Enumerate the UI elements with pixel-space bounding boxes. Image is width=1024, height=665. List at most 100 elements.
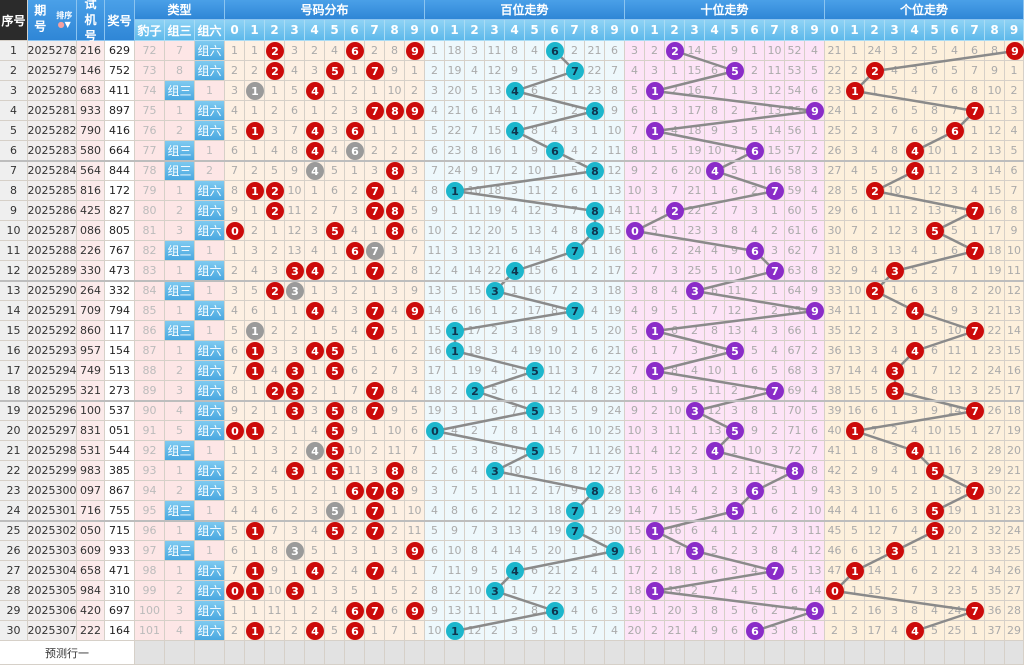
shi-hit-ball: 1: [646, 582, 664, 600]
ge-miss-count: 4: [905, 81, 925, 101]
footer-predict-row[interactable]: 预测行一: [0, 641, 135, 665]
footer-predict-cell[interactable]: [465, 641, 485, 665]
dist-hit-ball: 6: [346, 142, 364, 160]
ge-miss-count: 9: [985, 61, 1005, 81]
row-prize-number: 827: [105, 201, 135, 221]
footer-predict-cell[interactable]: [225, 641, 245, 665]
dist-miss-count: 10: [285, 181, 305, 201]
dist-miss-count: 1: [245, 201, 265, 221]
footer-predict-cell[interactable]: [665, 641, 685, 665]
footer-predict-cell[interactable]: [135, 641, 165, 665]
footer-predict-cell[interactable]: [925, 641, 945, 665]
ge-miss-count: 6: [905, 281, 925, 301]
ge-miss-count: 18: [985, 241, 1005, 261]
shi-miss-count: 1: [645, 141, 665, 161]
ge-miss-count: 5: [865, 161, 885, 181]
shi-miss-count: 10: [705, 141, 725, 161]
header-ge-digit-5: 5: [925, 20, 945, 41]
dist-miss-count: 1: [245, 441, 265, 461]
footer-predict-cell[interactable]: [385, 641, 405, 665]
bai-miss-count: 9: [465, 561, 485, 581]
bai-miss-count: 15: [545, 441, 565, 461]
ge-miss-count: 2: [885, 421, 905, 441]
ge-miss-count: 25: [945, 621, 965, 641]
dist-miss-count: 1: [385, 501, 405, 521]
shi-miss-count: 4: [805, 381, 825, 401]
footer-predict-cell[interactable]: [425, 641, 445, 665]
footer-predict-cell[interactable]: [985, 641, 1005, 665]
dist-hit-ball: 6: [346, 622, 364, 640]
shi-miss-count: 6: [725, 181, 745, 201]
sort-button[interactable]: 排序 ●▼: [56, 11, 73, 29]
dist-miss-count: 3: [345, 301, 365, 321]
footer-predict-cell[interactable]: [745, 641, 765, 665]
header-issue[interactable]: 期号 排序 ●▼: [28, 0, 77, 41]
footer-predict-cell[interactable]: [705, 641, 725, 665]
ge-miss-count: 10: [1005, 241, 1024, 261]
footer-predict-cell[interactable]: [565, 641, 585, 665]
footer-predict-cell[interactable]: [905, 641, 925, 665]
footer-predict-cell[interactable]: [505, 641, 525, 665]
dist-hit-ball: 7: [366, 602, 384, 620]
bai-miss-count: 30: [605, 521, 625, 541]
footer-predict-cell[interactable]: [885, 641, 905, 665]
ge-miss-count: 5: [845, 181, 865, 201]
ge-hit-ball: 4: [906, 342, 924, 360]
ge-miss-count: 1: [965, 341, 985, 361]
footer-predict-cell[interactable]: [725, 641, 745, 665]
shi-miss-count: 8: [765, 541, 785, 561]
footer-predict-cell[interactable]: [605, 641, 625, 665]
footer-predict-cell[interactable]: [165, 641, 195, 665]
bai-miss-count: 8: [445, 501, 465, 521]
dist-miss-count: 5: [225, 321, 245, 341]
footer-predict-cell[interactable]: [645, 641, 665, 665]
footer-predict-cell[interactable]: [285, 641, 305, 665]
dist-miss-count: 4: [385, 301, 405, 321]
ge-miss-count: 29: [985, 461, 1005, 481]
footer-predict-cell[interactable]: [325, 641, 345, 665]
footer-predict-cell[interactable]: [305, 641, 325, 665]
row-issue: 2025282: [28, 121, 77, 141]
footer-predict-cell[interactable]: [405, 641, 425, 665]
shi-hit-ball: 2: [666, 42, 684, 60]
footer-predict-cell[interactable]: [525, 641, 545, 665]
footer-predict-cell[interactable]: [545, 641, 565, 665]
ge-miss-count: 6: [905, 561, 925, 581]
footer-predict-cell[interactable]: [805, 641, 825, 665]
shi-miss-count: 3: [745, 541, 765, 561]
footer-predict-cell[interactable]: [765, 641, 785, 665]
footer-predict-cell[interactable]: [265, 641, 285, 665]
footer-predict-cell[interactable]: [965, 641, 985, 665]
footer-predict-cell[interactable]: [445, 641, 465, 665]
row-zusan: 组三: [165, 501, 195, 521]
shi-miss-count: 6: [725, 621, 745, 641]
row-seq: 22: [0, 461, 28, 481]
ge-miss-count: 4: [945, 41, 965, 61]
footer-predict-cell[interactable]: [585, 641, 605, 665]
footer-predict-cell[interactable]: [785, 641, 805, 665]
shi-miss-count: 1: [745, 261, 765, 281]
shi-miss-count: 60: [785, 201, 805, 221]
footer-predict-cell[interactable]: [245, 641, 265, 665]
shi-miss-count: 10: [625, 181, 645, 201]
footer-predict-cell[interactable]: [945, 641, 965, 665]
ge-miss-count: 11: [945, 341, 965, 361]
header-ge-digit-6: 6: [945, 20, 965, 41]
bai-miss-count: 7: [605, 61, 625, 81]
dist-miss-count: 3: [305, 61, 325, 81]
shi-miss-count: 6: [645, 481, 665, 501]
footer-predict-cell[interactable]: [685, 641, 705, 665]
footer-predict-cell[interactable]: [825, 641, 845, 665]
footer-predict-cell[interactable]: [345, 641, 365, 665]
ge-miss-count: 6: [885, 101, 905, 121]
footer-predict-cell[interactable]: [365, 641, 385, 665]
footer-predict-cell[interactable]: [845, 641, 865, 665]
shi-miss-count: 9: [645, 301, 665, 321]
footer-predict-cell[interactable]: [485, 641, 505, 665]
shi-miss-count: 5: [665, 301, 685, 321]
shi-miss-count: 5: [765, 481, 785, 501]
footer-predict-cell[interactable]: [625, 641, 645, 665]
footer-predict-cell[interactable]: [195, 641, 225, 665]
footer-predict-cell[interactable]: [1005, 641, 1024, 665]
footer-predict-cell[interactable]: [865, 641, 885, 665]
